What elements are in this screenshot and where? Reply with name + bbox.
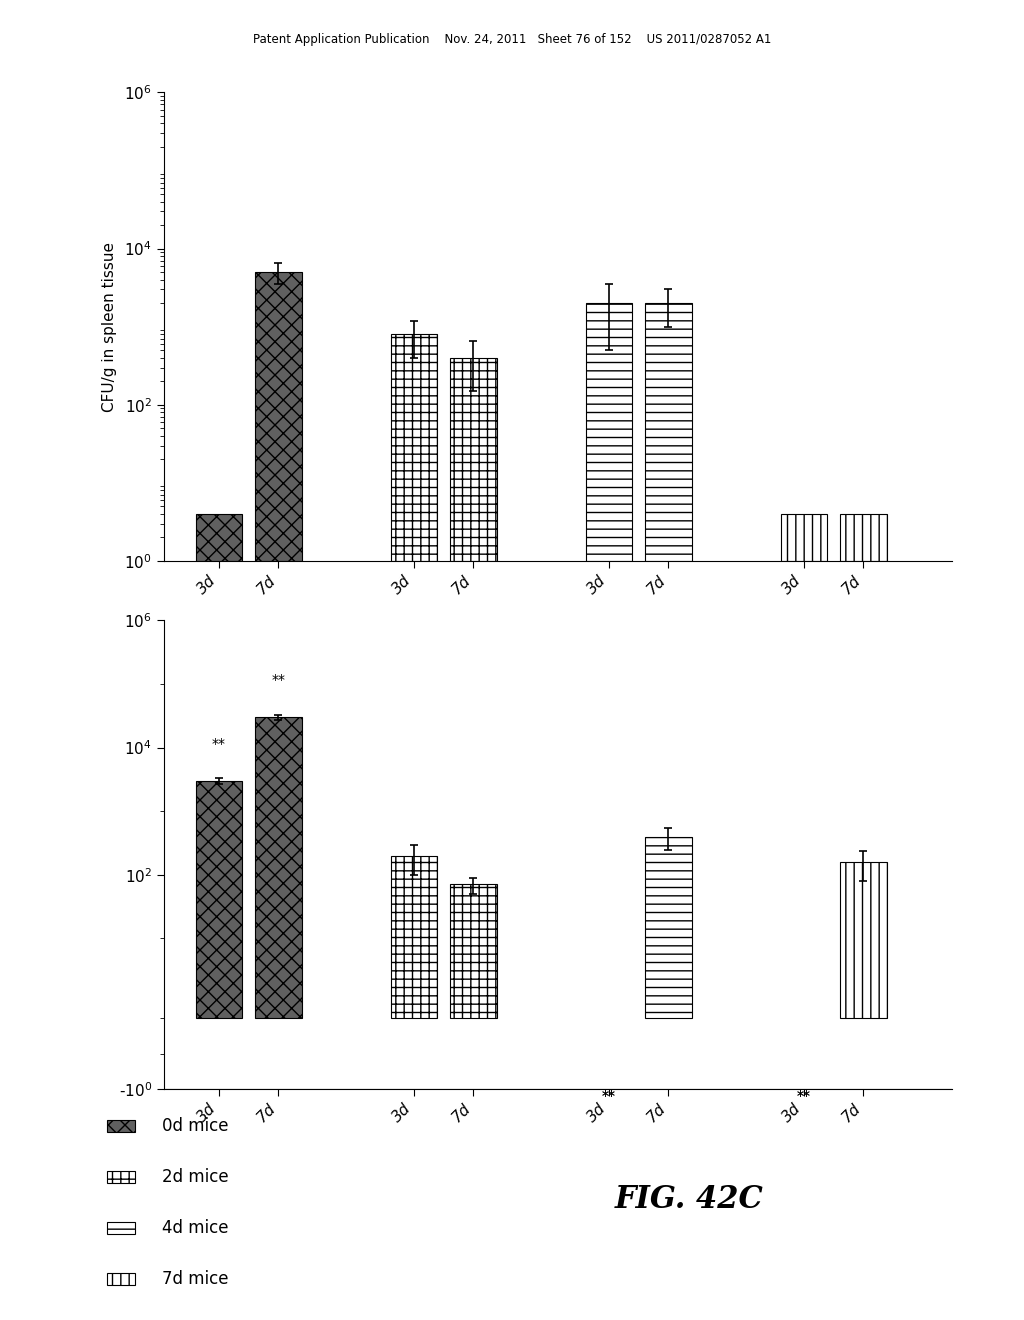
Text: FIG. 42C: FIG. 42C — [614, 1184, 763, 1214]
Text: Patent Application Publication    Nov. 24, 2011   Sheet 76 of 152    US 2011/028: Patent Application Publication Nov. 24, … — [253, 33, 771, 46]
Bar — [255, 717, 302, 1018]
Bar — [450, 358, 497, 561]
Bar — [196, 781, 243, 1018]
Bar — [645, 304, 691, 561]
Text: 0d mice: 0d mice — [163, 1117, 228, 1135]
Bar — [108, 1119, 135, 1133]
Bar — [390, 855, 437, 1018]
Bar — [840, 513, 887, 561]
Bar — [108, 1171, 135, 1183]
Bar — [780, 513, 827, 561]
Text: 7d mice: 7d mice — [163, 1270, 228, 1288]
Text: **: ** — [212, 737, 226, 751]
Bar — [196, 513, 243, 561]
Bar — [108, 1222, 135, 1234]
Bar — [586, 304, 632, 561]
Text: 2d mice: 2d mice — [163, 1168, 229, 1185]
Bar — [390, 334, 437, 561]
Bar — [255, 272, 302, 561]
Text: **: ** — [602, 1089, 616, 1104]
Bar — [840, 862, 887, 1018]
Bar — [108, 1272, 135, 1286]
Text: 4d mice: 4d mice — [163, 1220, 228, 1237]
Bar — [450, 884, 497, 1018]
Text: **: ** — [271, 673, 286, 686]
Bar — [645, 837, 691, 1018]
Text: **: ** — [602, 1089, 616, 1104]
Text: **: ** — [797, 1089, 811, 1104]
Y-axis label: CFU/g in spleen tissue: CFU/g in spleen tissue — [102, 242, 118, 412]
Text: **: ** — [797, 1089, 811, 1104]
